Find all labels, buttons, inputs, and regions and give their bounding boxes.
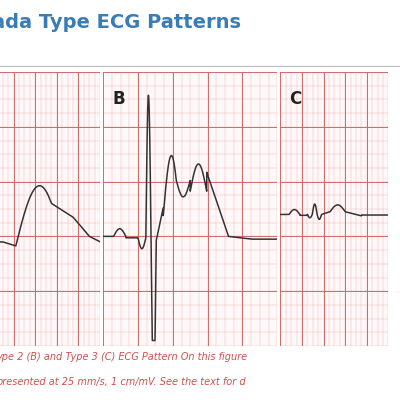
Text: ada Type ECG Patterns: ada Type ECG Patterns: [0, 13, 241, 32]
Text: presented at 25 mm/s, 1 cm/mV. See the text for d: presented at 25 mm/s, 1 cm/mV. See the t…: [0, 377, 246, 387]
Text: ype 2 (B) and Type 3 (C) ECG Pattern On this figure: ype 2 (B) and Type 3 (C) ECG Pattern On …: [0, 352, 247, 362]
Text: B: B: [113, 90, 125, 108]
Text: C: C: [289, 90, 301, 108]
